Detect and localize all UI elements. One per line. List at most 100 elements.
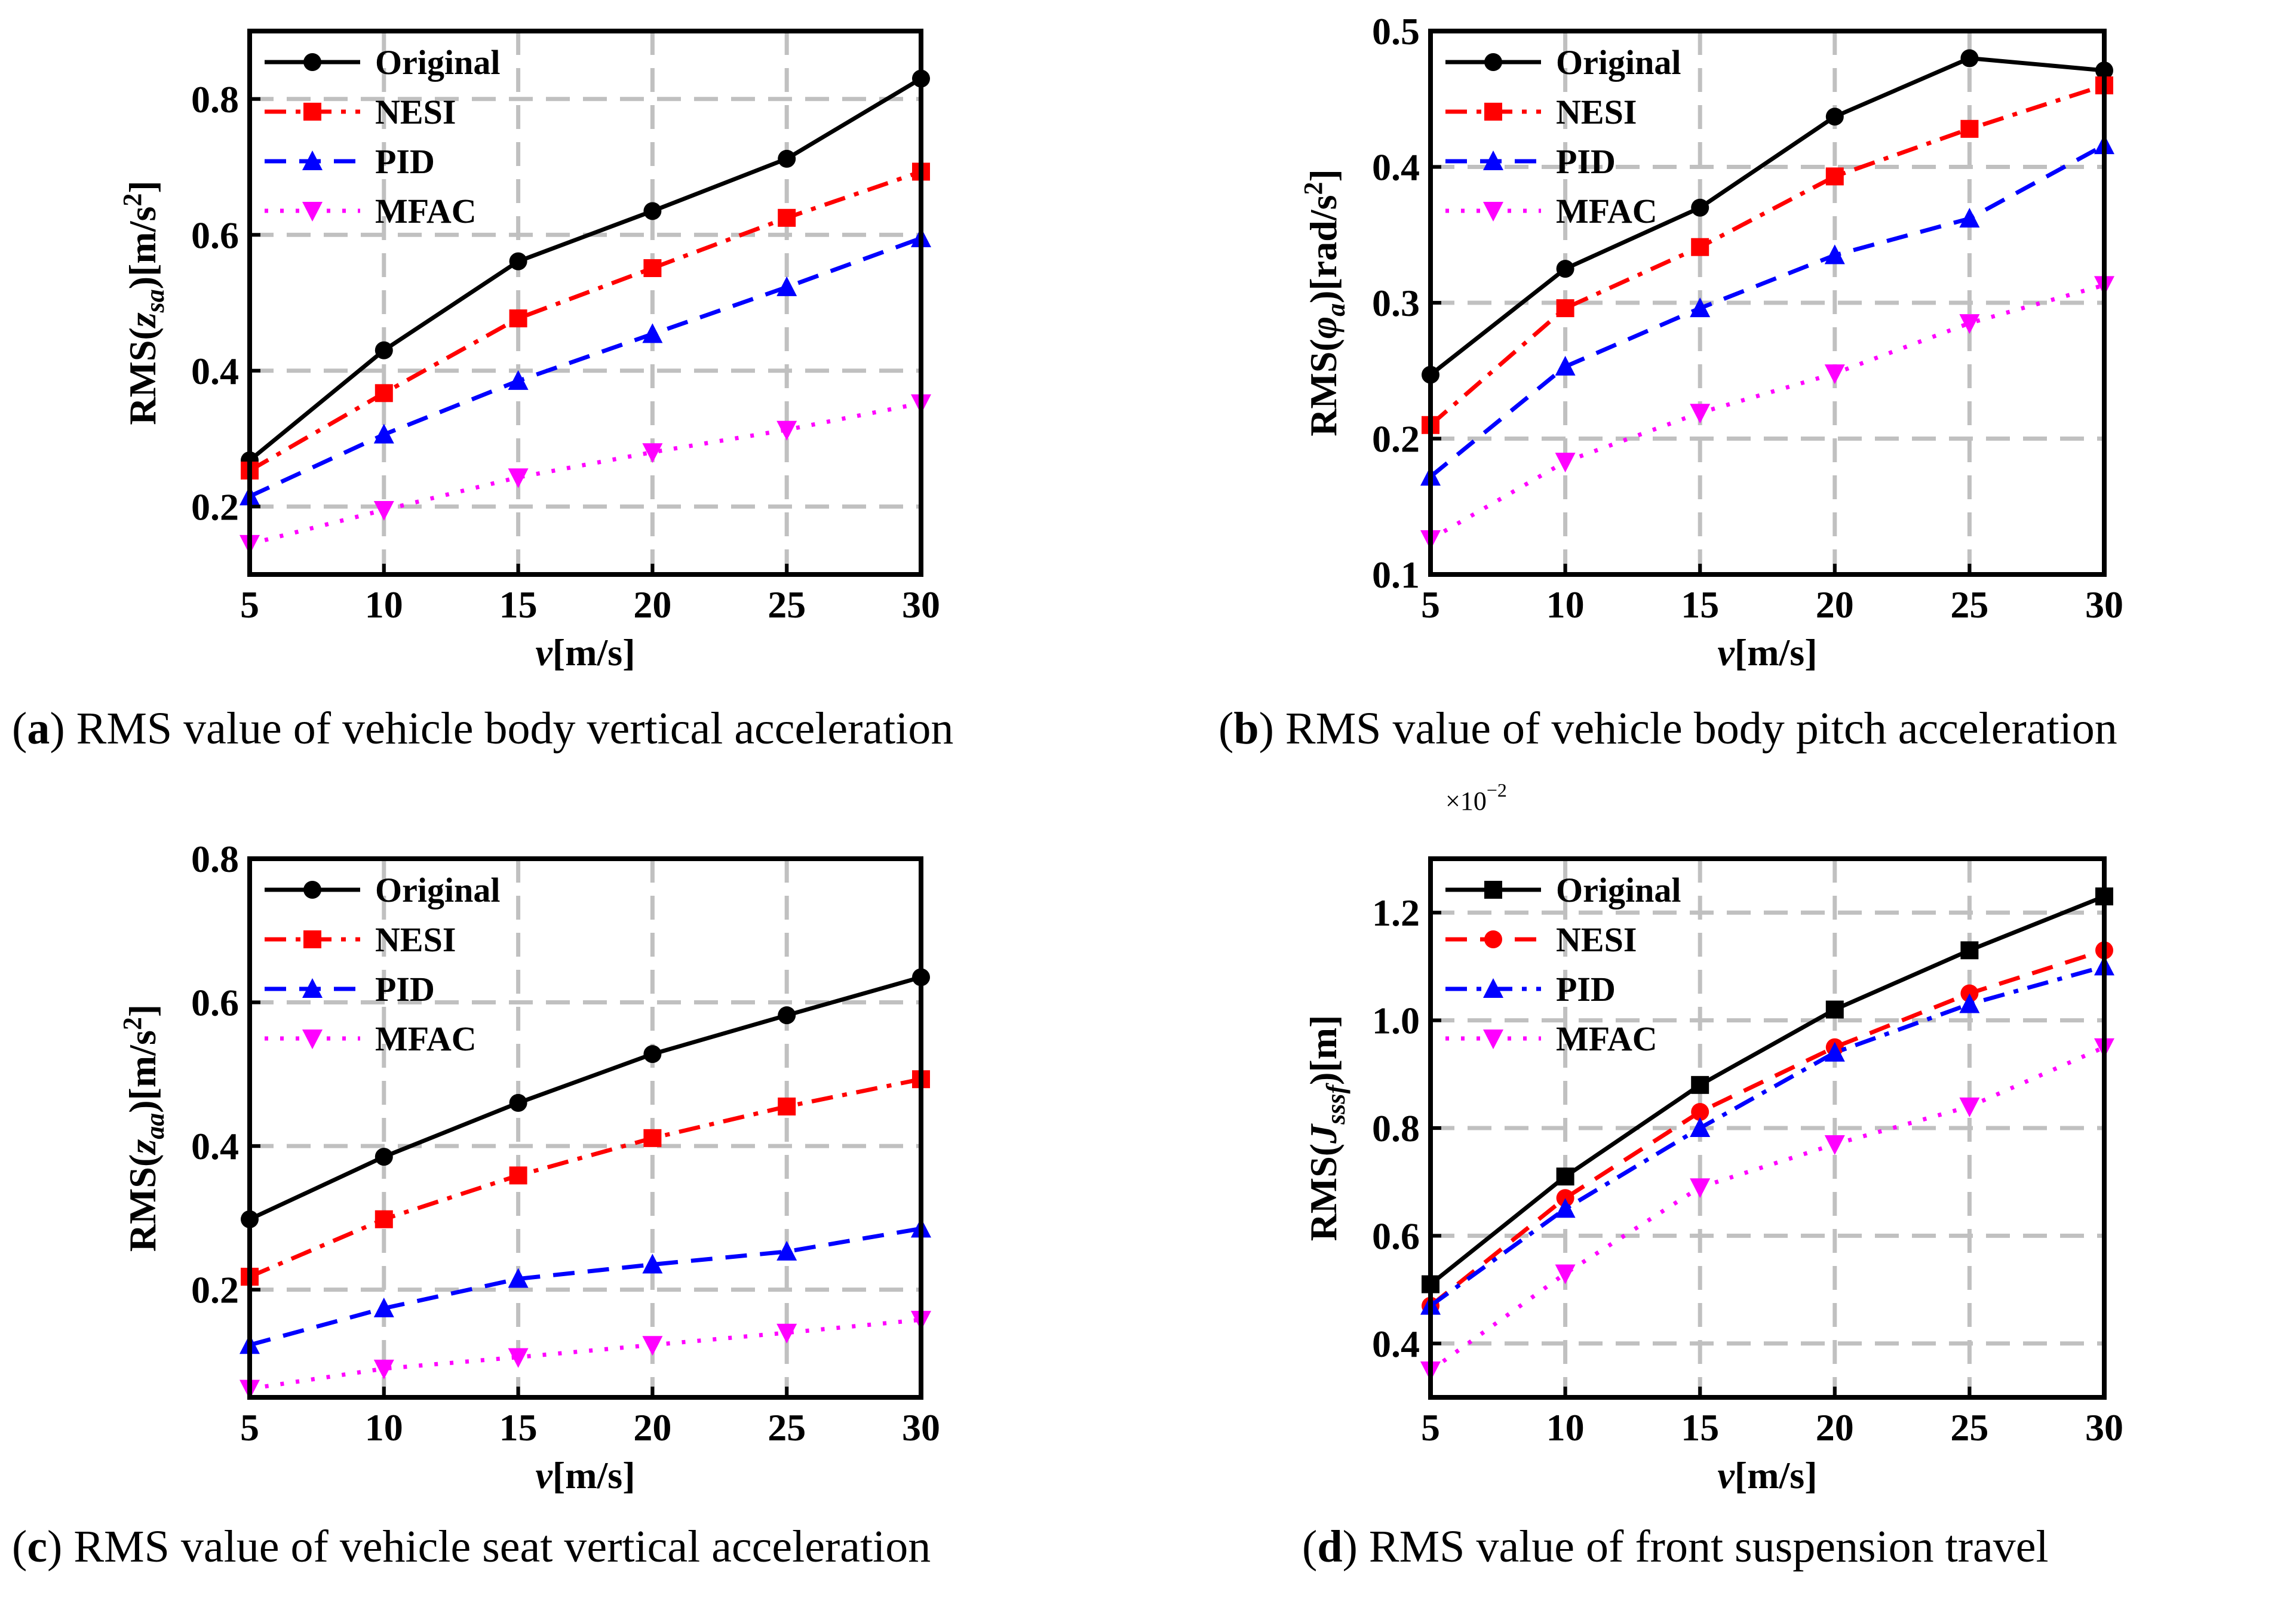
legend-label-mfac: MFAC bbox=[1556, 192, 1657, 231]
y-tick-label: 0.6 bbox=[1372, 1215, 1420, 1257]
chart-panel-b: 5 10 15 20 25 30 0.1 0.2 0.3 0.4 0.5 v[m/s] RMS(φa)[… bbox=[1218, 10, 2123, 754]
data-point-original bbox=[509, 252, 527, 271]
legend-label-nesi: NESI bbox=[1556, 920, 1637, 959]
data-point-mfac bbox=[1555, 453, 1576, 473]
x-axis-label: v[m/s] bbox=[535, 631, 635, 674]
x-tick-label: 30 bbox=[2085, 1406, 2123, 1449]
data-point-mfac bbox=[642, 443, 663, 463]
chart-panel-a: 5 10 15 20 25 30 0.2 0.4 0.6 0.8 v[m/s] RMS(zsa)[m/… bbox=[12, 29, 953, 754]
grid bbox=[250, 859, 921, 1397]
y-tick-label: 1.0 bbox=[1372, 1000, 1420, 1042]
x-tick-label: 15 bbox=[1681, 1406, 1719, 1449]
x-tick-label: 20 bbox=[633, 1406, 671, 1449]
legend-label-pid: PID bbox=[1556, 142, 1616, 181]
data-point-original bbox=[1960, 49, 1979, 67]
data-point-mfac bbox=[508, 468, 529, 488]
legend-marker-mfac bbox=[302, 202, 323, 222]
x-tick-label: 5 bbox=[240, 583, 259, 626]
legend-marker-mfac bbox=[302, 1030, 323, 1049]
legend-label-mfac: MFAC bbox=[375, 1019, 477, 1058]
y-tick-label: 1.2 bbox=[1372, 892, 1420, 934]
y-tick-label: 0.4 bbox=[191, 1125, 239, 1167]
series-line-original bbox=[248, 975, 922, 1221]
y-tick-label: 0.2 bbox=[191, 485, 239, 528]
y-axis-label: RMS(zsa)[m/s2] bbox=[118, 180, 170, 425]
plot-frame bbox=[247, 856, 923, 1400]
data-point-pid bbox=[776, 1240, 797, 1261]
data-point-original bbox=[1960, 941, 1979, 960]
legend-marker-original bbox=[303, 53, 321, 71]
axis-multiplier: ×10−2 bbox=[1445, 779, 1507, 816]
x-axis-label: v[m/s] bbox=[535, 1454, 635, 1496]
legend-marker-pid bbox=[302, 978, 323, 998]
data-point-original bbox=[643, 202, 662, 220]
data-point-mfac bbox=[1824, 364, 1845, 385]
data-point-original bbox=[1825, 1000, 1844, 1019]
series-line-original bbox=[248, 76, 922, 462]
y-tick-label: 0.8 bbox=[191, 78, 239, 121]
legend-item-mfac: MFAC bbox=[1445, 192, 1657, 231]
data-point-original bbox=[375, 1148, 393, 1166]
legend-marker-mfac bbox=[1483, 1030, 1503, 1049]
data-point-pid bbox=[1690, 1117, 1711, 1137]
y-axis-label: RMS(Jsssf)[m] bbox=[1302, 1015, 1350, 1242]
legend-label-nesi: NESI bbox=[375, 920, 456, 959]
legend-label-pid: PID bbox=[1556, 970, 1616, 1009]
series-line-nesi bbox=[1429, 948, 2105, 1308]
legend-item-pid: PID bbox=[1445, 142, 1616, 181]
x-tick-label: 25 bbox=[1950, 1406, 1988, 1449]
y-tick-label: 0.2 bbox=[191, 1269, 239, 1311]
legend-label-mfac: MFAC bbox=[1556, 1019, 1657, 1058]
x-axis-label: v[m/s] bbox=[1717, 1454, 1817, 1496]
x-tick-label: 5 bbox=[240, 1406, 259, 1449]
series-line-mfac bbox=[249, 401, 922, 546]
x-axis-label: v[m/s] bbox=[1717, 631, 1817, 674]
legend: Original NESI PID MFAC bbox=[265, 871, 500, 1058]
series-line-pid bbox=[1429, 143, 2105, 478]
series-line-mfac bbox=[1429, 1045, 2105, 1372]
x-tick-label: 5 bbox=[1421, 1406, 1440, 1449]
series-pid bbox=[1420, 134, 2114, 486]
series-line-nesi bbox=[248, 1077, 922, 1279]
x-tick-label: 15 bbox=[499, 583, 538, 626]
legend-item-nesi: NESI bbox=[1445, 920, 1637, 959]
legend-item-original: Original bbox=[1445, 871, 1681, 909]
data-point-original bbox=[1556, 1167, 1574, 1186]
data-point-mfac bbox=[1824, 1135, 1845, 1156]
data-point-nesi bbox=[1556, 299, 1574, 318]
data-point-original bbox=[509, 1093, 527, 1112]
series-line-original bbox=[1429, 56, 2105, 377]
legend-item-mfac: MFAC bbox=[265, 1019, 477, 1058]
legend-item-original: Original bbox=[1445, 43, 1681, 82]
legend-marker-nesi bbox=[303, 930, 321, 948]
series-line-pid bbox=[248, 236, 922, 499]
x-tick-label: 20 bbox=[1816, 583, 1854, 626]
data-point-pid bbox=[1690, 297, 1711, 318]
x-tick-label: 30 bbox=[902, 583, 940, 626]
legend-label-nesi: NESI bbox=[375, 93, 456, 131]
data-point-nesi bbox=[375, 1210, 393, 1228]
data-point-pid bbox=[1555, 355, 1576, 376]
legend-marker-pid bbox=[302, 150, 323, 170]
x-tick-label: 10 bbox=[365, 583, 403, 626]
x-tick-label: 25 bbox=[768, 1406, 806, 1449]
y-tick-label: 0.3 bbox=[1372, 282, 1420, 324]
data-point-original bbox=[375, 341, 393, 359]
data-point-pid bbox=[1824, 1041, 1845, 1062]
data-point-mfac bbox=[1959, 314, 1980, 334]
data-point-nesi bbox=[375, 384, 393, 402]
x-tick-label: 30 bbox=[902, 1406, 940, 1449]
data-point-nesi bbox=[509, 309, 527, 328]
legend-label-mfac: MFAC bbox=[375, 192, 477, 231]
y-tick-label: 0.6 bbox=[191, 214, 239, 256]
legend-marker-original bbox=[303, 881, 321, 899]
y-tick-label: 0.4 bbox=[191, 350, 239, 392]
legend-marker-nesi bbox=[303, 103, 321, 121]
legend: Original NESI PID MFAC bbox=[1445, 43, 1681, 231]
data-point-mfac bbox=[776, 1323, 797, 1344]
legend: Original NESI PID MFAC bbox=[1445, 871, 1681, 1058]
legend-item-nesi: NESI bbox=[1445, 93, 1637, 131]
data-point-original bbox=[1825, 107, 1844, 126]
legend-marker-original bbox=[1484, 881, 1502, 899]
